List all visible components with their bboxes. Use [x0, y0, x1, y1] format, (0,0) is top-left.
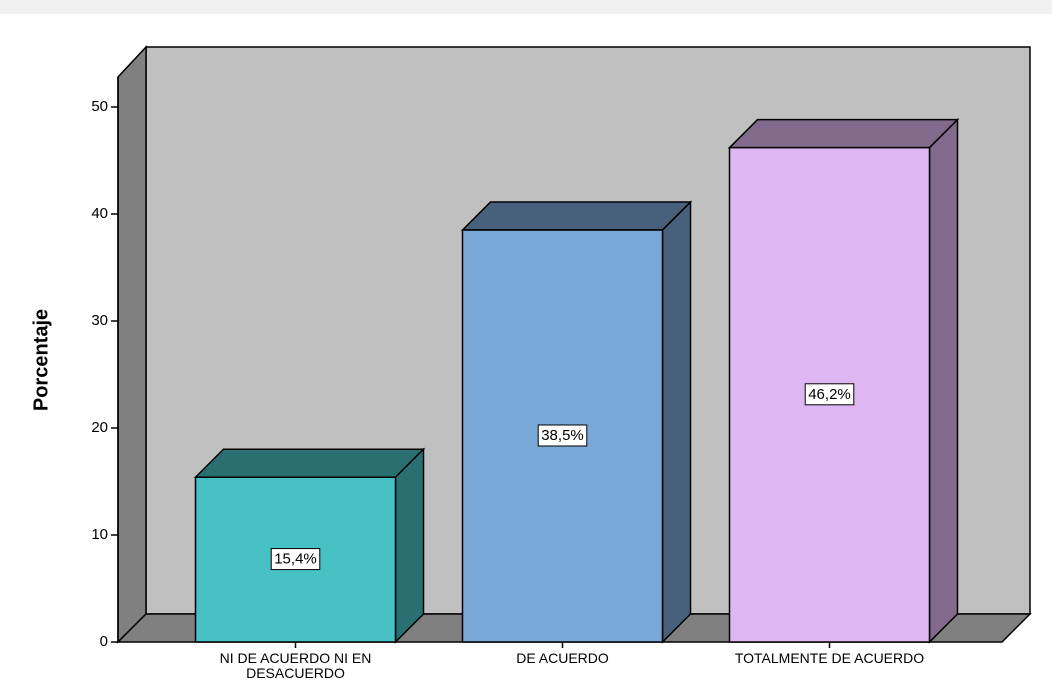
bar-side — [928, 117, 959, 644]
value-label-box — [270, 548, 321, 571]
value-label: 46,2% — [808, 386, 851, 403]
y-axis-label: Porcentaje — [30, 309, 52, 411]
bar-top — [460, 201, 693, 231]
value-label: 15,4% — [274, 551, 317, 568]
value-label: 38,5% — [541, 427, 584, 444]
x-tick-label: TOTALMENTE DE ACUERDO — [734, 650, 925, 666]
value-label-box — [537, 424, 588, 447]
bar-top — [727, 118, 960, 149]
y-tick-label: 30 — [91, 312, 108, 329]
y-tick-label: 50 — [91, 98, 108, 115]
top-strip — [0, 0, 1052, 14]
y-tick-label: 40 — [91, 205, 108, 222]
y-tick-label: 20 — [91, 419, 108, 436]
side-wall — [117, 45, 147, 644]
bar-side — [394, 447, 425, 644]
bar-top — [193, 448, 426, 478]
x-tick-label: DE ACUERDO — [516, 650, 609, 666]
value-label-box — [804, 383, 855, 406]
y-tick-label: 10 — [91, 526, 108, 543]
x-tick-label: NI DE ACUERDO NI EN DESACUERDO — [219, 650, 372, 681]
bar-side — [661, 200, 692, 644]
y-tick-label: 0 — [100, 633, 108, 650]
